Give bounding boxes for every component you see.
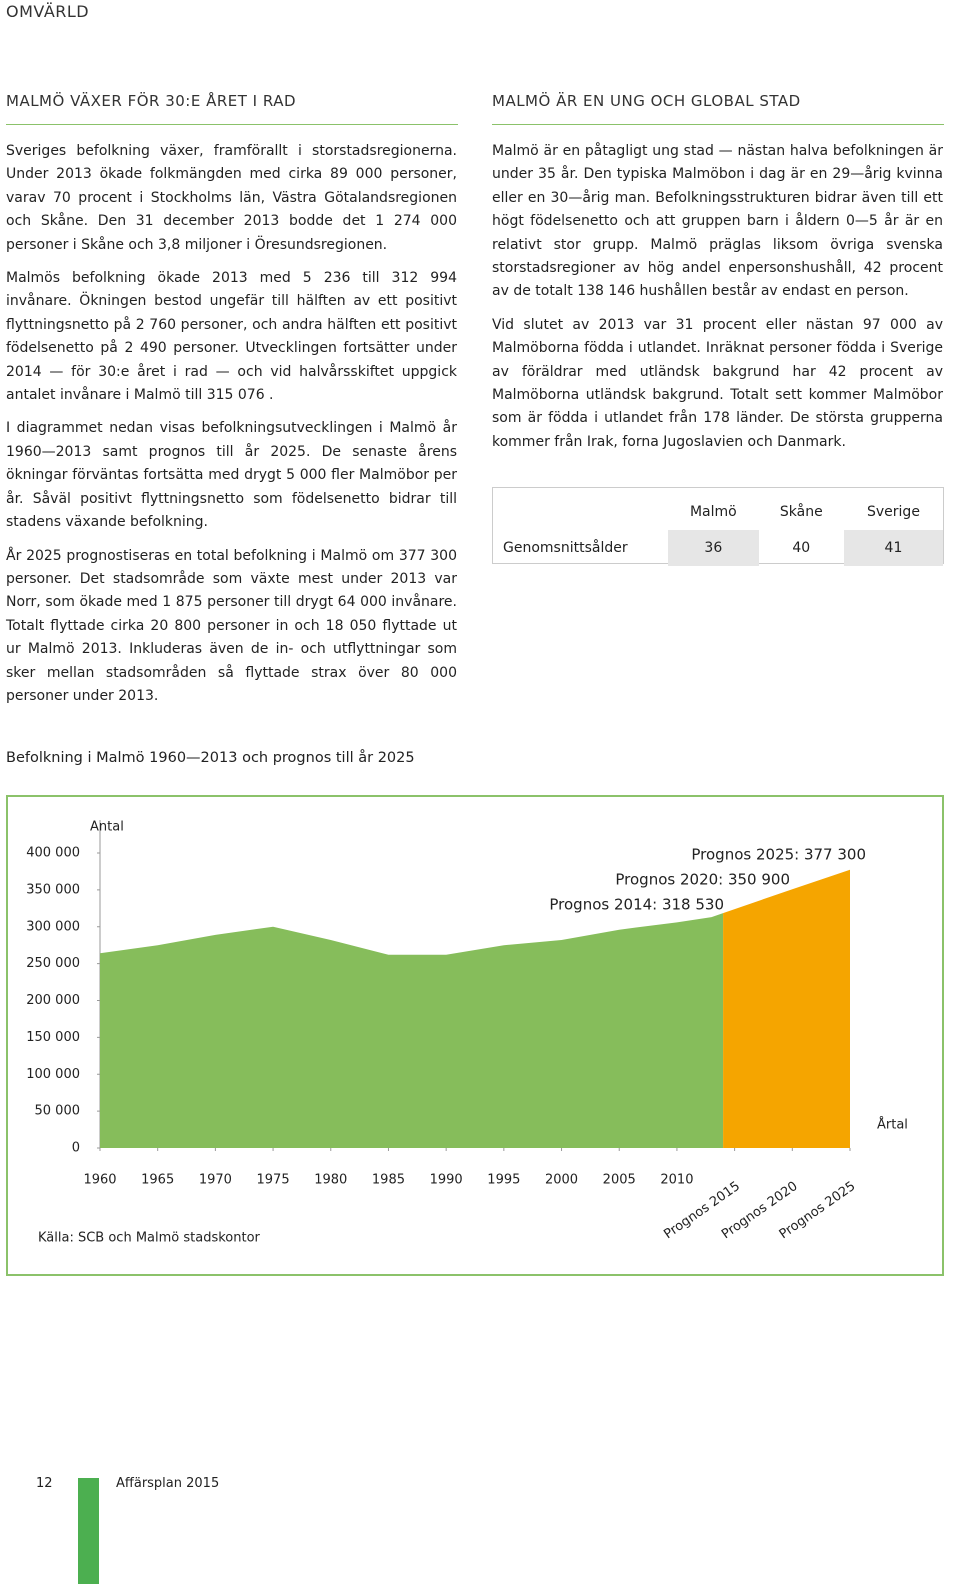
page-number: 12 <box>36 1476 53 1491</box>
x-tick-label: 1985 <box>372 1173 405 1188</box>
rule <box>6 124 458 125</box>
y-tick-label: 400 000 <box>26 846 80 861</box>
annotation: Prognos 2025: 377 300 <box>691 846 866 864</box>
paragraph: Vid slutet av 2013 var 31 procent eller … <box>492 316 943 450</box>
y-tick-label: 200 000 <box>26 993 80 1008</box>
source: Källa: SCB och Malmö stadskontor <box>38 1231 261 1246</box>
y-tick-label: 300 000 <box>26 919 80 934</box>
left-column: Sveriges befolkning växer, framförallt i… <box>6 140 457 718</box>
table-box: Malmö Skåne Sverige Genomsnittsålder 36 … <box>492 487 944 566</box>
right-column: Malmö är en påtagligt ung stad — nästan … <box>492 140 943 464</box>
section-label: OMVÄRLD <box>6 2 90 21</box>
x-tick-label: 2000 <box>545 1173 578 1188</box>
x-tick-label: 1970 <box>199 1173 232 1188</box>
x-tick-label: 2010 <box>660 1173 693 1188</box>
paragraph: I diagrammet nedan visas befolkningsutve… <box>6 420 457 531</box>
footer-bar <box>78 1478 99 1584</box>
chart-frame <box>6 795 944 1276</box>
paragraph: År 2025 prognostiseras en total befolkni… <box>6 547 457 704</box>
y-tick-label: 0 <box>72 1141 80 1156</box>
annotation: Prognos 2014: 318 530 <box>549 896 724 914</box>
y-tick-label: 50 000 <box>35 1104 81 1119</box>
area <box>100 913 724 1148</box>
heading: MALMÖ VÄXER FÖR 30:E ÅRET I RAD <box>6 92 297 110</box>
x-axis-label: Årtal <box>877 1117 908 1133</box>
paragraph: Malmö är en påtagligt ung stad — nästan … <box>492 143 943 300</box>
paragraph: Malmös befolkning ökade 2013 med 5 236 t… <box>6 270 457 404</box>
y-tick-label: 250 000 <box>26 956 80 971</box>
heading: MALMÖ ÄR EN UNG OCH GLOBAL STAD <box>492 92 801 110</box>
x-tick-label: 1990 <box>430 1173 463 1188</box>
column-header: Skåne <box>779 504 823 520</box>
y-axis-label: Antal <box>90 820 124 835</box>
x-tick-label: 1965 <box>141 1173 174 1188</box>
annotation: Prognos 2020: 350 900 <box>615 871 790 889</box>
x-tick-label: 1980 <box>314 1173 347 1188</box>
y-tick-label: 350 000 <box>26 882 80 897</box>
cell: 40 <box>792 540 811 556</box>
y-tick-label: 150 000 <box>26 1030 80 1045</box>
x-tick-label: 1995 <box>487 1173 520 1188</box>
cell: 36 <box>668 530 759 566</box>
paragraph: Sveriges befolkning växer, framförallt i… <box>6 143 457 253</box>
footer-title: Affärsplan 2015 <box>116 1476 220 1491</box>
rule <box>492 124 944 125</box>
cell: 41 <box>843 530 943 566</box>
area <box>723 869 850 1148</box>
y-tick-label: 100 000 <box>26 1067 80 1082</box>
column-header: Sverige <box>867 504 920 520</box>
table: Malmö Skåne Sverige Genomsnittsålder 36 … <box>493 494 943 566</box>
chart-title: Befolkning i Malmö 1960—2013 och prognos… <box>6 750 415 766</box>
x-tick-label: 1960 <box>83 1173 116 1188</box>
row-label: Genomsnittsålder <box>503 540 628 556</box>
x-tick-label: 2005 <box>603 1173 636 1188</box>
chart: Antal Årtal Källa: SCB och Malmö stadsko… <box>6 795 944 1276</box>
column-header: Malmö <box>689 504 737 520</box>
x-tick-label: 1975 <box>257 1173 290 1188</box>
